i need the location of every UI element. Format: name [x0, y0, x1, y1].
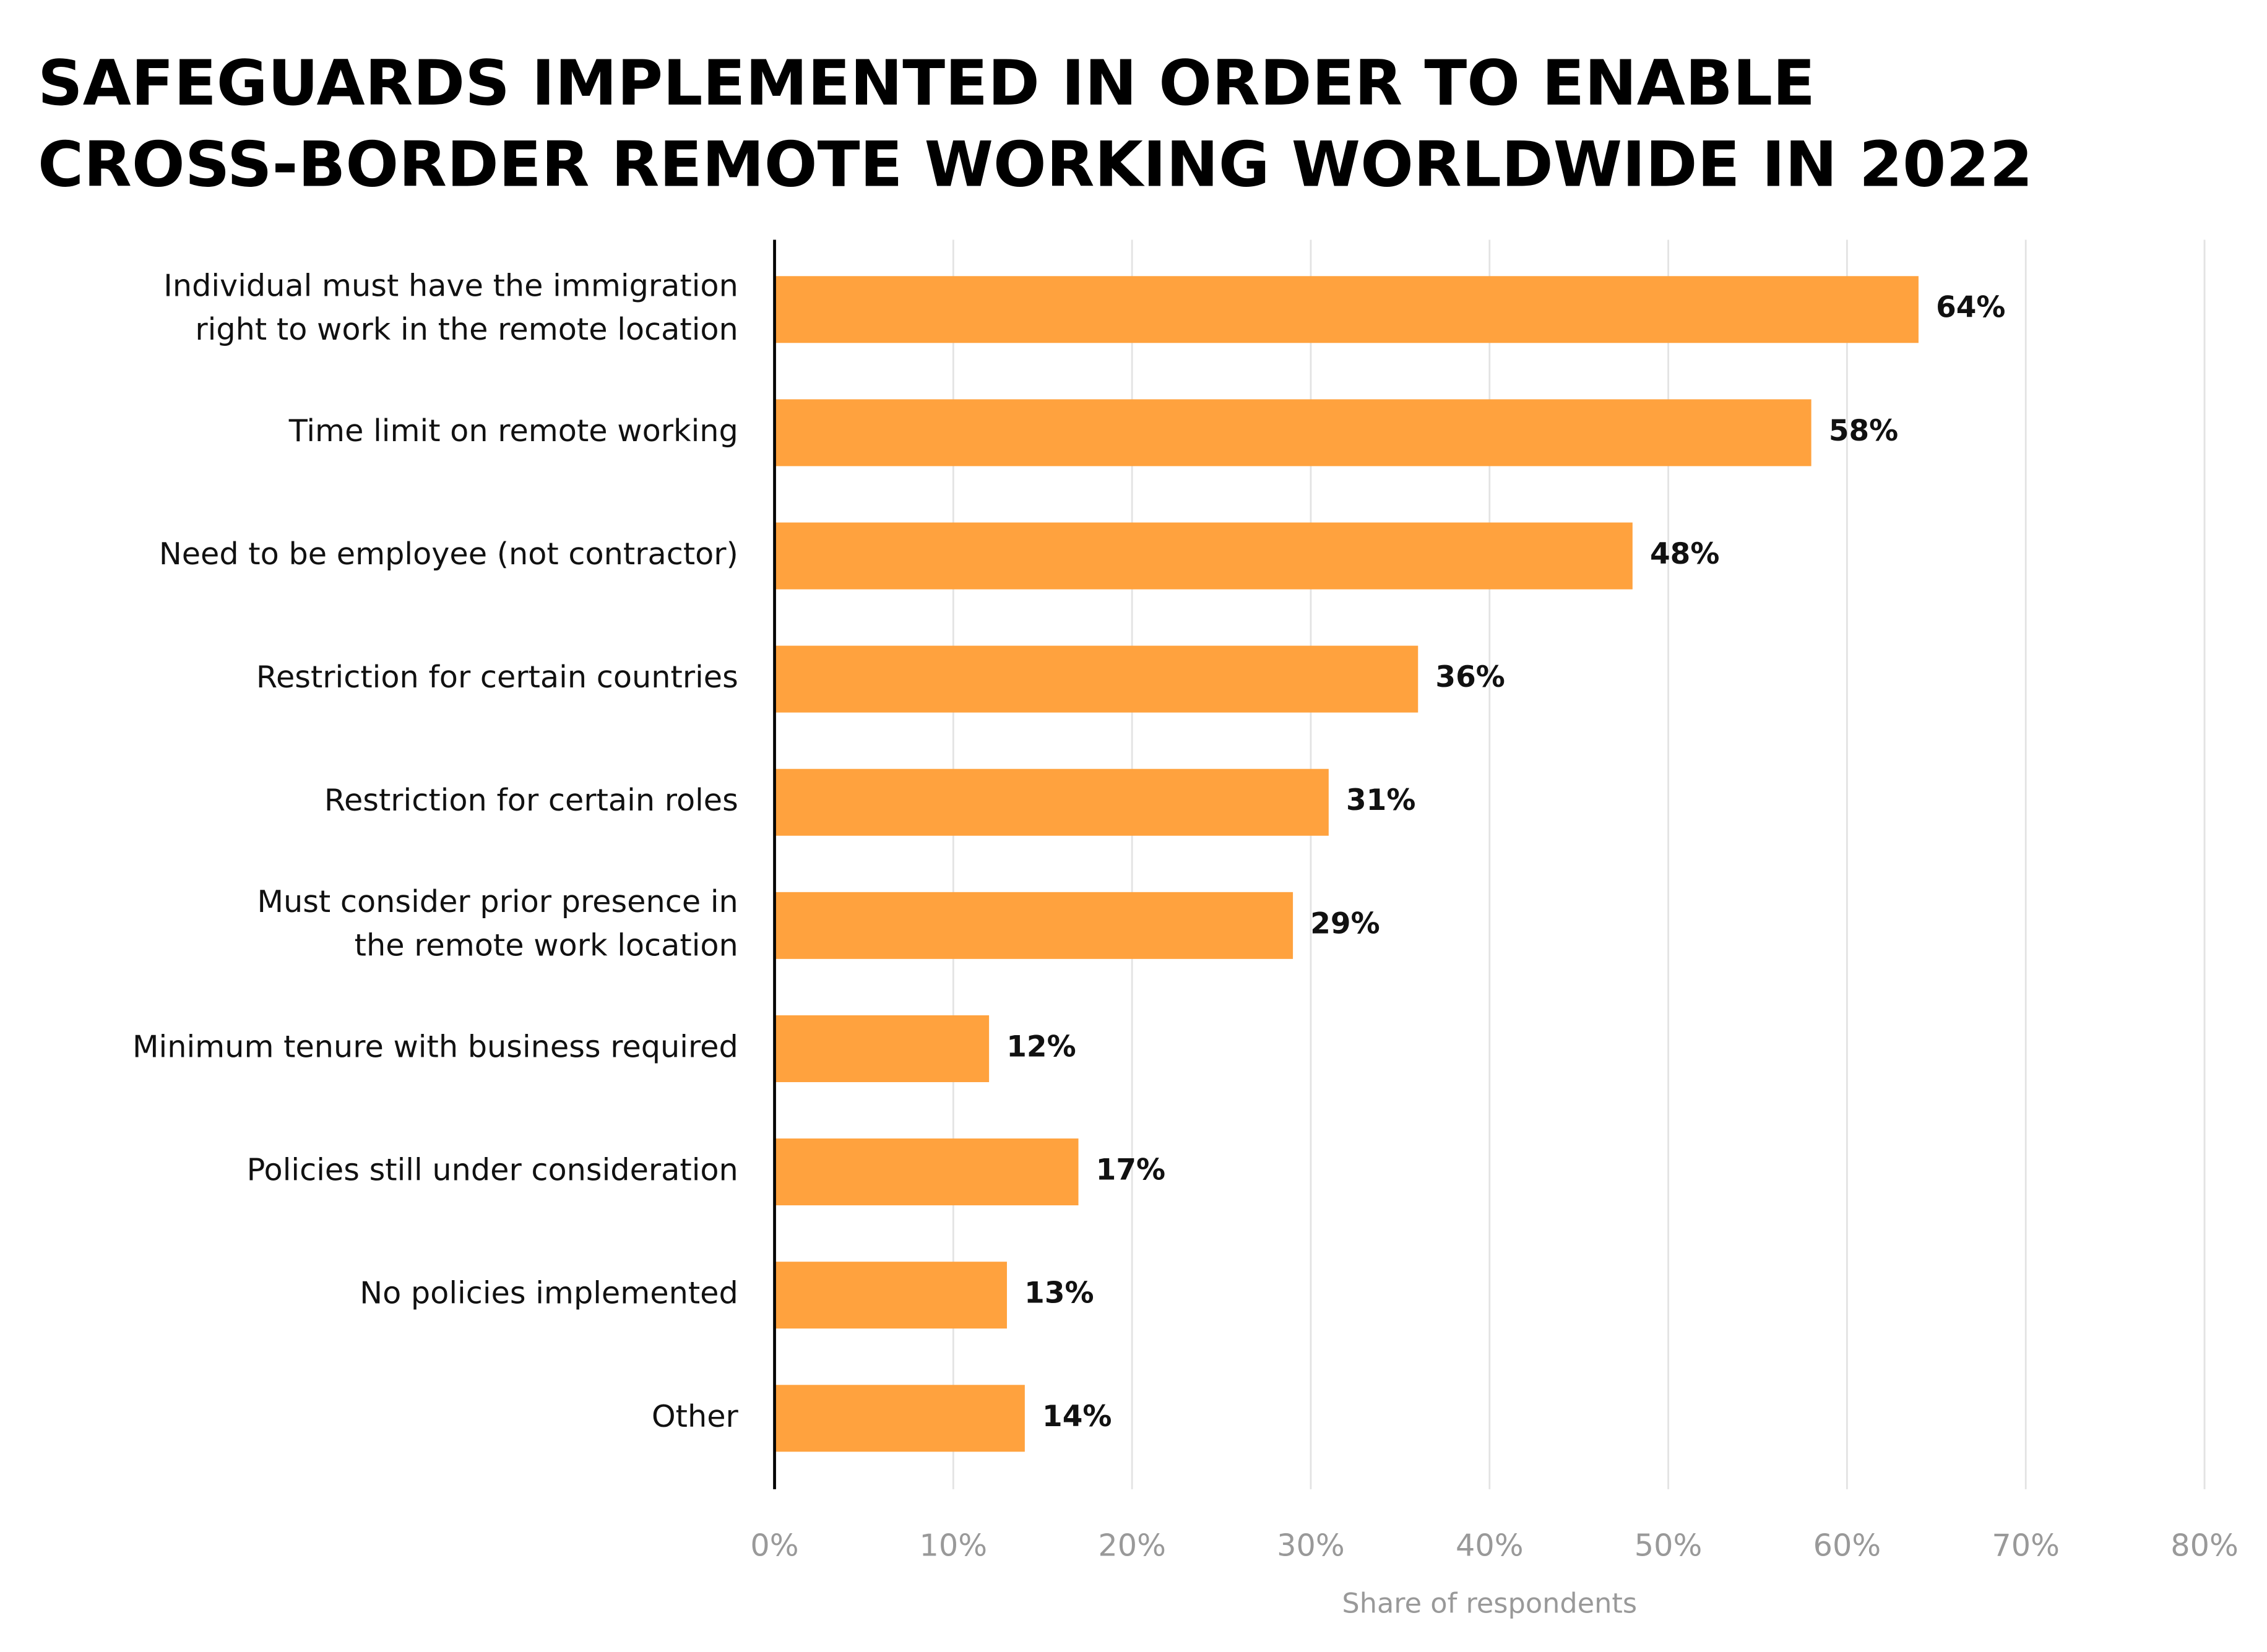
y-tick-label: right to work in the remote location — [195, 311, 738, 347]
y-tick-label: Other — [652, 1398, 739, 1434]
bar — [774, 399, 1811, 467]
y-tick-label: Must consider prior presence in — [257, 884, 738, 919]
x-tick-label: 80% — [2170, 1527, 2239, 1563]
data-label: 13% — [1024, 1276, 1094, 1310]
x-tick-label: 70% — [1992, 1527, 2060, 1563]
bar — [774, 1138, 1079, 1206]
data-label: 48% — [1650, 537, 1719, 571]
y-tick-label: Restriction for certain countries — [256, 659, 738, 695]
x-tick-label: 60% — [1813, 1527, 1881, 1563]
y-tick-label: Individual must have the immigration — [163, 268, 738, 304]
chart-title: CROSS-BORDER REMOTE WORKING WORLDWIDE IN… — [38, 128, 2033, 201]
y-tick-label: Need to be employee (not contractor) — [159, 536, 738, 572]
y-tick-label: Time limit on remote working — [288, 413, 738, 449]
bar — [774, 892, 1293, 959]
y-tick-label: Minimum tenure with business required — [132, 1028, 738, 1064]
data-label: 31% — [1346, 783, 1415, 817]
bar — [774, 522, 1633, 590]
y-tick-label: Restriction for certain roles — [324, 782, 738, 818]
x-tick-label: 40% — [1456, 1527, 1524, 1563]
x-tick-label: 50% — [1634, 1527, 1703, 1563]
y-tick-label: the remote work location — [355, 927, 738, 963]
bar — [774, 645, 1418, 713]
y-tick-label: Policies still under consideration — [247, 1152, 738, 1188]
data-label: 64% — [1936, 291, 2005, 325]
chart-title: SAFEGUARDS IMPLEMENTED IN ORDER TO ENABL… — [38, 46, 1815, 119]
data-label: 29% — [1310, 906, 1380, 940]
data-label: 17% — [1096, 1153, 1165, 1187]
bar — [774, 1015, 990, 1082]
data-label: 36% — [1435, 660, 1505, 694]
data-label: 14% — [1042, 1400, 1112, 1434]
bar — [774, 1262, 1007, 1329]
bar — [774, 1385, 1025, 1452]
x-axis-label: Share of respondents — [1342, 1588, 1637, 1620]
x-tick-label: 10% — [920, 1527, 988, 1563]
bar — [774, 276, 1919, 343]
y-tick-label: No policies implemented — [360, 1275, 738, 1311]
x-tick-label: 20% — [1098, 1527, 1166, 1563]
x-tick-label: 30% — [1277, 1527, 1345, 1563]
bar — [774, 768, 1329, 836]
data-label: 58% — [1829, 414, 1898, 448]
data-label: 12% — [1006, 1030, 1076, 1064]
x-tick-label: 0% — [750, 1527, 798, 1563]
